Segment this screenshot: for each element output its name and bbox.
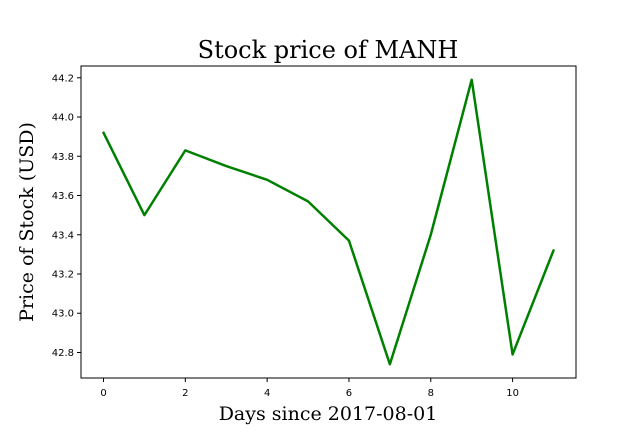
price-series-line bbox=[102, 78, 555, 366]
y-axis-label: Price of Stock (USD) bbox=[16, 122, 38, 322]
x-tick-label: 4 bbox=[264, 388, 270, 399]
y-tick-label: 42.8 bbox=[52, 348, 74, 359]
y-tick-label: 43.8 bbox=[52, 152, 74, 163]
y-tick-label: 43.4 bbox=[52, 230, 74, 241]
x-tick-label: 8 bbox=[428, 388, 434, 399]
x-tick-label: 6 bbox=[346, 388, 352, 399]
y-tick-label: 43.2 bbox=[52, 270, 74, 281]
plot-area: 0 2 4 6 8 10 42.8 43.0 43.2 43.4 43.6 43.8 44.0 44.2 bbox=[52, 65, 577, 399]
y-tick-label: 43.6 bbox=[52, 191, 74, 202]
x-tick-label: 0 bbox=[100, 388, 106, 399]
x-tick-label: 10 bbox=[506, 388, 519, 399]
axes-frame bbox=[80, 65, 577, 379]
y-tick-label: 44.2 bbox=[52, 73, 74, 84]
chart-title: Stock price of MANH bbox=[198, 36, 459, 64]
x-tick-label: 2 bbox=[182, 388, 188, 399]
x-axis-label: Days since 2017-08-01 bbox=[219, 403, 438, 425]
y-tick-label: 43.0 bbox=[52, 309, 74, 320]
y-tick-label: 44.0 bbox=[52, 113, 74, 124]
